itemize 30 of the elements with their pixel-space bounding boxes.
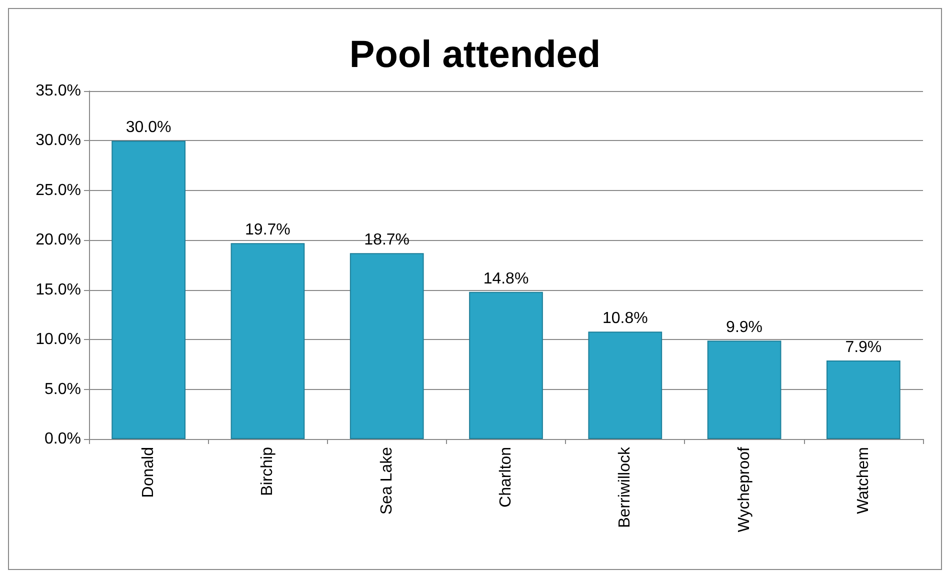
bar [350,253,424,439]
y-tick-label: 25.0% [36,182,81,199]
data-label: 7.9% [845,338,882,356]
data-label: 30.0% [126,119,172,136]
x-tick-label: Sea Lake [378,446,396,515]
bar [588,332,662,439]
y-tick-label: 5.0% [44,380,81,398]
bar [112,140,186,439]
x-tick-label: Charlton [498,447,514,508]
x-tick-label: Donald [140,447,158,498]
data-label: 10.8% [602,310,648,328]
bar [707,340,782,439]
y-tick-label: 15.0% [36,281,81,298]
y-tick-label: 30.0% [36,132,81,150]
bar [230,243,305,439]
x-tick-label: Watchem [854,447,872,514]
data-label: 18.7% [364,232,410,249]
y-tick-label: 20.0% [36,232,81,249]
x-tick-label: Birchip [259,446,276,496]
y-tick-label: 0.0% [44,430,81,448]
bar [826,360,900,439]
data-label: 19.7% [245,222,290,239]
y-tick-label: 35.0% [36,82,81,100]
y-tick-label: 10.0% [36,331,81,348]
x-tick-label: Wycheproof [736,446,753,532]
x-tick-label: Berriwillock [616,446,634,528]
chart-title: Pool attended [349,34,601,76]
bar [469,292,543,439]
data-label: 14.8% [483,270,529,288]
data-label: 9.9% [726,319,763,336]
